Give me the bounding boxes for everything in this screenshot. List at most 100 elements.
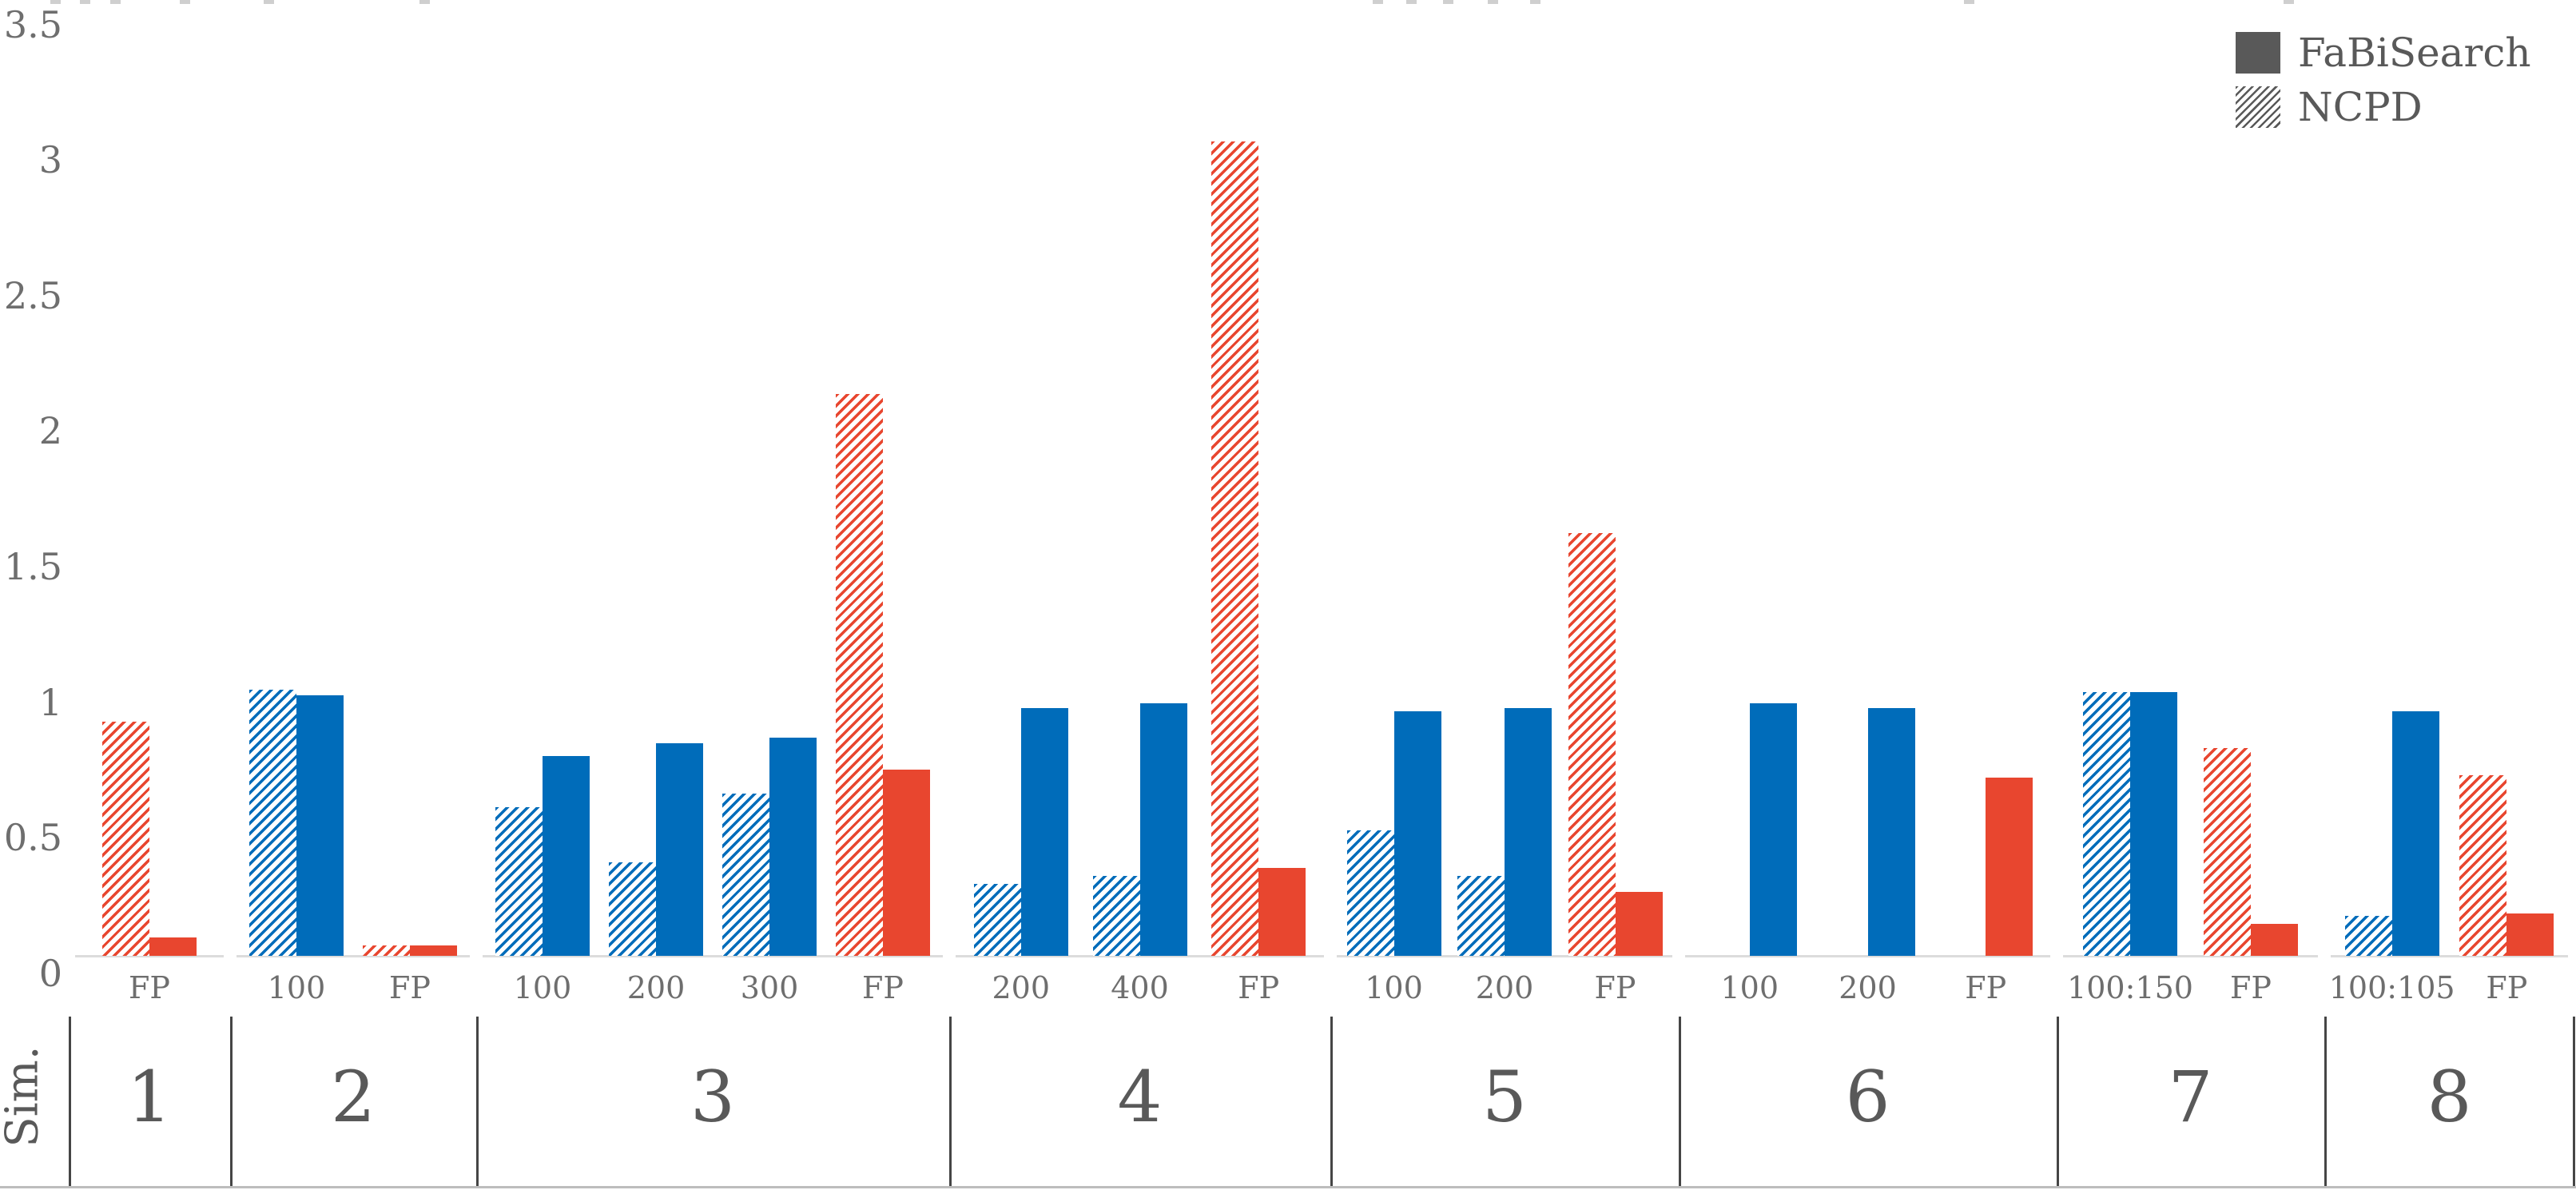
ncpd-bar [102,722,149,956]
fabisearch-bar [1615,892,1663,956]
group-divider [476,1017,479,1188]
table-bottom-rule [0,1186,2576,1188]
bar-group-sim-7: 100:150 FP [2057,0,2324,1005]
pair-x-label: 100 [267,970,326,1005]
fabisearch-bar [1020,708,1068,956]
x-axis-baseline [1337,955,1672,957]
y-tick-label: 0 [38,952,62,995]
fabisearch-bar [1258,868,1306,956]
ncpd-bar [722,794,769,956]
pair-x-label: 100 [513,970,572,1005]
x-axis-baseline [2063,955,2318,957]
bar-pair: 100 [495,0,590,1005]
simulation-number: 8 [2427,1055,2472,1138]
y-tick-label: 3 [38,138,62,182]
bar-pair: FP [1568,0,1663,1005]
cropped-caption-remnant [50,0,61,4]
cropped-caption-remnant [180,0,190,4]
pair-x-label: 300 [740,970,799,1005]
simulation-number: 1 [127,1055,172,1138]
simulation-number: 5 [1482,1055,1527,1138]
bar-pair: 200 [1821,0,1915,1005]
bar-group-sim-3: 100 200 300 FP [476,0,949,1005]
pair-x-label: FP [389,970,431,1005]
ncpd-bar [2083,692,2130,956]
bar-group-sim-6: 100 200 FP [1679,0,2057,1005]
y-tick-label: 2.5 [3,273,62,317]
y-tick-label: 2 [38,409,62,453]
pair-x-label: 100 [1365,970,1423,1005]
ncpd-bar [1346,830,1394,956]
fabisearch-bar [2506,913,2554,956]
fabisearch-bar [149,937,197,956]
pair-x-label: 100 [1720,970,1779,1005]
x-axis-baseline [2331,955,2568,957]
simulation-number: 4 [1117,1055,1163,1138]
fabisearch-bar [1986,778,2033,956]
cropped-caption-remnant [1530,0,1540,4]
fabisearch-bar [2391,711,2439,956]
group-divider [2324,1017,2327,1188]
cropped-caption-remnant [2284,0,2294,4]
pair-x-label: FP [2486,970,2528,1005]
bar-pair: FP [2459,0,2554,1005]
pair-x-label: 200 [1475,970,1534,1005]
ncpd-bar [1092,876,1140,956]
y-axis-title: Sim. [0,1045,49,1148]
x-axis-baseline [75,955,224,957]
bar-pair: 100 [249,0,344,1005]
y-tick-label: 1.5 [3,545,62,589]
bar-group-sim-4: 200 400 FP [949,0,1330,1005]
pair-x-label: 100:150 [2067,970,2193,1005]
simulation-number: 7 [2168,1055,2213,1138]
pair-x-label: FP [129,970,170,1005]
bar-pair: 100:105 [2329,0,2455,1005]
bar-pair: 100 [1346,0,1441,1005]
group-divider [1330,1017,1333,1188]
pair-x-label: FP [862,970,904,1005]
ncpd-bar [495,807,543,956]
ncpd-bar [1457,876,1505,956]
bar-pair: FP [363,0,457,1005]
pair-x-label: 200 [626,970,686,1005]
ncpd-bar [836,394,883,956]
fabisearch-bar [543,756,590,956]
bar-pair: 300 [722,0,817,1005]
y-tick-label: 0.5 [3,816,62,860]
bar-pair: 200 [1457,0,1552,1005]
pair-x-label: 400 [1111,970,1169,1005]
bar-pair: FP [1211,0,1306,1005]
solid-square-icon [2236,32,2280,74]
pair-x-label: 200 [992,970,1051,1005]
fabisearch-bar [2251,924,2298,956]
pair-x-label: FP [1965,970,2007,1005]
cropped-caption-remnant [1373,0,1383,4]
group-divider [69,1017,71,1188]
fabisearch-bar [296,695,344,956]
cropped-caption-remnant [80,0,90,4]
simulation-number: 3 [690,1055,735,1138]
pair-x-label: 200 [1839,970,1897,1005]
ncpd-bar [363,945,410,956]
bar-group-sim-1: FP [69,0,230,1005]
legend: FaBiSearch NCPD [2236,32,2531,128]
bar-group-sim-8: 100:105 FP [2324,0,2574,1005]
cropped-caption-remnant [419,0,430,4]
ncpd-bar [2344,916,2392,956]
fabisearch-bar [1867,708,1915,956]
legend-item-ncpd: NCPD [2236,86,2531,128]
ncpd-bar [2459,775,2507,956]
legend-item-fabisearch: FaBiSearch [2236,32,2531,74]
y-tick-label: 1 [38,680,62,724]
pair-x-label: FP [1594,970,1636,1005]
fabisearch-bar [1749,703,1797,956]
fabisearch-bar [656,743,703,956]
fabisearch-bar [2130,692,2177,956]
group-divider [949,1017,952,1188]
cropped-caption-remnant [1443,0,1453,4]
bar-group-sim-5: 100 200 FP [1330,0,1679,1005]
group-divider [2057,1017,2059,1188]
bar-group-sim-2: 100 FP [230,0,476,1005]
fabisearch-bar [883,770,930,956]
